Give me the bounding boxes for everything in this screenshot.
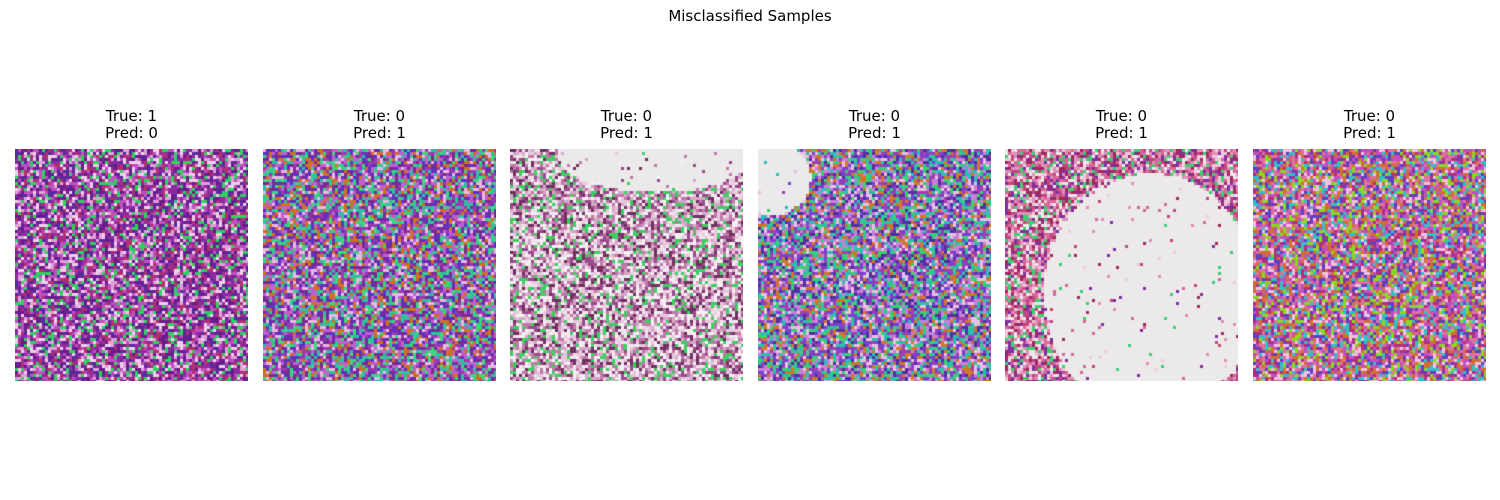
pred-label: Pred: 1	[1343, 124, 1396, 142]
true-label: True: 0	[600, 107, 653, 125]
pred-label: Pred: 1	[600, 124, 653, 142]
panel-title: True: 0 Pred: 1	[510, 108, 743, 142]
true-label: True: 1	[105, 107, 158, 125]
panel-title: True: 1 Pred: 0	[15, 108, 248, 142]
panel-title: True: 0 Pred: 1	[1253, 108, 1486, 142]
pred-label: Pred: 1	[353, 124, 406, 142]
panel-title: True: 0 Pred: 1	[758, 108, 991, 142]
panel-title: True: 0 Pred: 1	[1005, 108, 1238, 142]
sample-panel: True: 0 Pred: 1	[263, 108, 496, 381]
pred-label: Pred: 0	[105, 124, 158, 142]
sample-panel: True: 1 Pred: 0	[15, 108, 248, 381]
tissue-patch-image	[263, 149, 496, 381]
sample-panel: True: 0 Pred: 1	[510, 108, 743, 381]
tissue-patch-image	[1253, 149, 1486, 381]
panel-title: True: 0 Pred: 1	[263, 108, 496, 142]
true-label: True: 0	[1095, 107, 1148, 125]
true-label: True: 0	[848, 107, 901, 125]
tissue-patch-image	[1005, 149, 1238, 381]
sample-panel: True: 0 Pred: 1	[1253, 108, 1486, 381]
pred-label: Pred: 1	[1095, 124, 1148, 142]
figure-title: Misclassified Samples	[668, 7, 832, 25]
tissue-patch-image	[758, 149, 991, 381]
tissue-patch-image	[15, 149, 248, 381]
true-label: True: 0	[1343, 107, 1396, 125]
pred-label: Pred: 1	[848, 124, 901, 142]
tissue-patch-image	[510, 149, 743, 381]
true-label: True: 0	[353, 107, 406, 125]
sample-panel: True: 0 Pred: 1	[1005, 108, 1238, 381]
sample-panel: True: 0 Pred: 1	[758, 108, 991, 381]
